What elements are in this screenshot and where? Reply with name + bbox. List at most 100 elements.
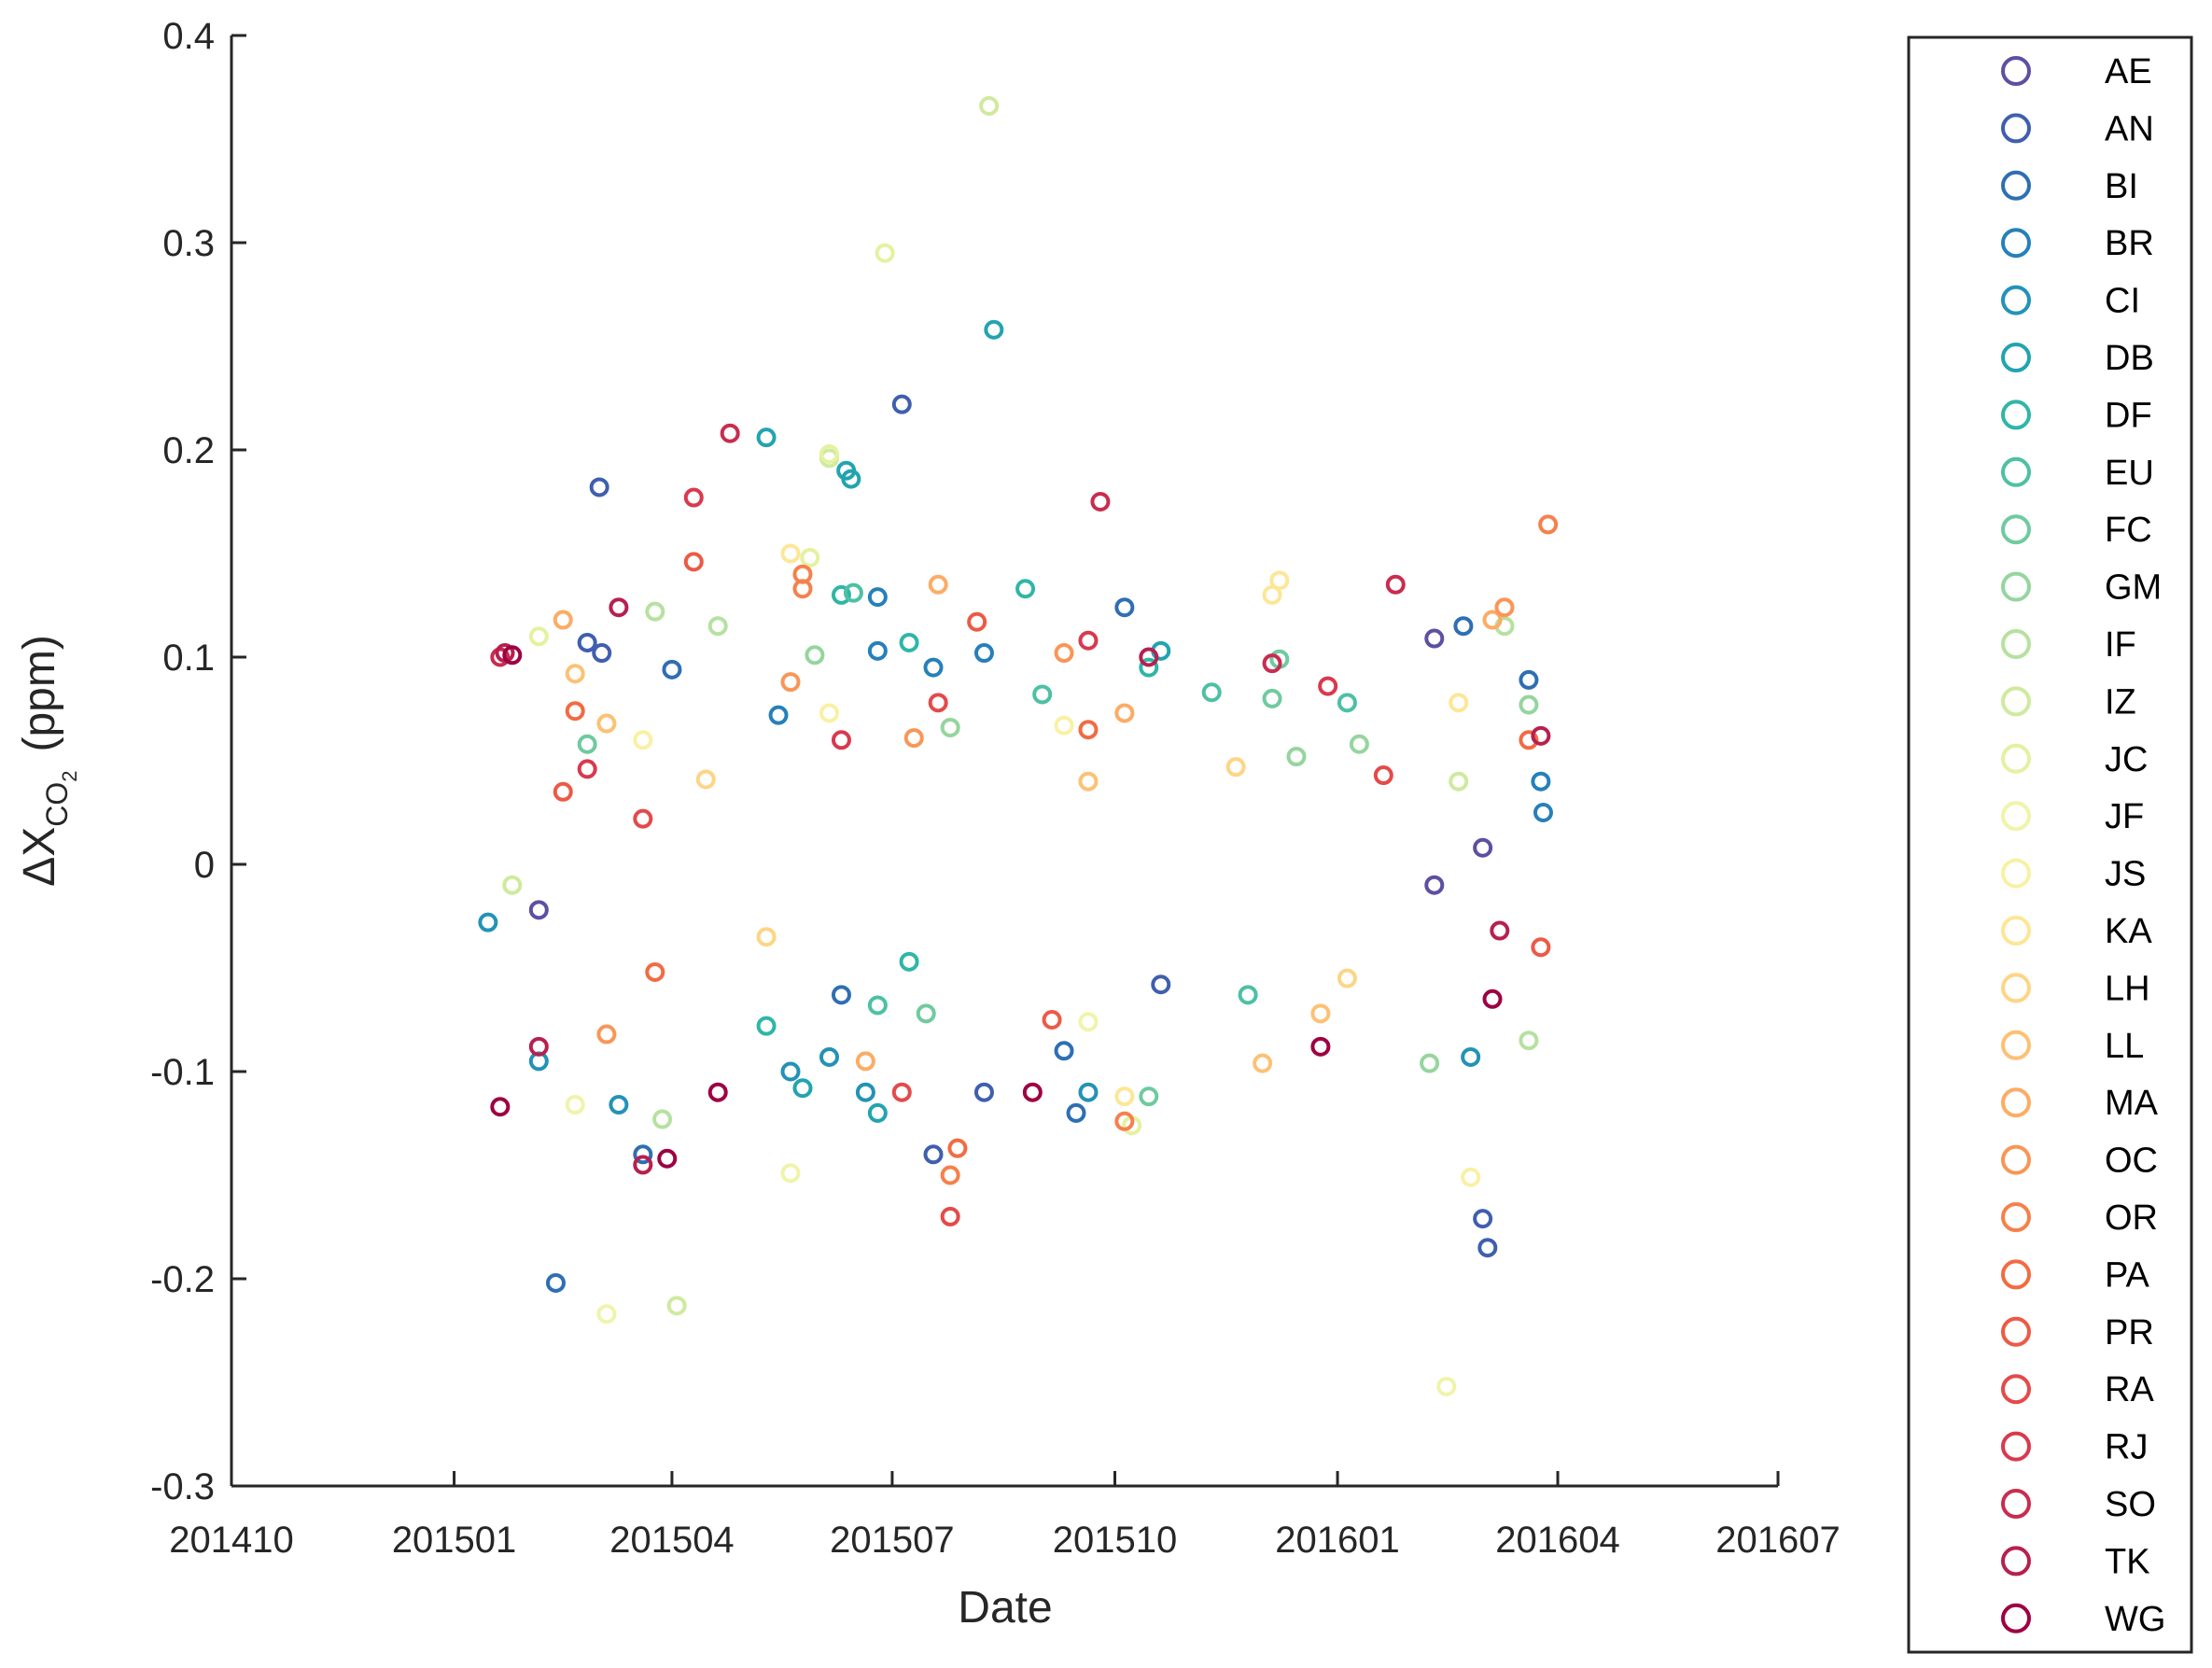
data-point-rj — [577, 759, 597, 779]
legend-item-ka: KA — [2001, 912, 2152, 951]
data-point-ci — [1461, 1046, 1481, 1067]
legend-label: BR — [2105, 224, 2154, 263]
data-point-bi — [1519, 669, 1539, 690]
data-point-so — [1385, 574, 1406, 595]
data-point-ka — [1114, 1086, 1135, 1107]
data-point-wg — [1022, 1082, 1043, 1102]
legend-box — [1907, 35, 2193, 1654]
data-point-eu — [1238, 985, 1258, 1005]
data-point-db — [841, 469, 861, 489]
legend-item-pa: PA — [2001, 1255, 2150, 1295]
data-point-oc — [1494, 597, 1515, 618]
x-axis-label: Date — [958, 1583, 1052, 1633]
data-point-gm — [1519, 694, 1539, 715]
legend-marker — [2001, 571, 2031, 602]
data-point-tk — [1531, 725, 1551, 746]
data-point-jc — [528, 626, 549, 647]
data-point-an — [1477, 1238, 1498, 1258]
data-point-if — [1519, 1030, 1539, 1051]
data-point-jf — [780, 1163, 801, 1184]
data-point-ll — [1078, 771, 1099, 792]
data-points — [478, 95, 1559, 1396]
y-tick-label: -0.2 — [150, 1259, 215, 1300]
plot-axes — [230, 35, 1778, 1488]
data-point-or — [940, 1165, 960, 1185]
legend-item-gm: GM — [2001, 568, 2162, 608]
data-point-eu — [1337, 693, 1357, 713]
data-point-lh — [756, 927, 777, 947]
data-point-so — [1262, 653, 1282, 674]
svg-text:ΔXCO2(ppm): ΔXCO2 (ppm) — [15, 635, 81, 887]
legend: AE AN BI BR CI DB DF EU FC GM IF IZ JC JF JS KA LH LL MA OC… — [1907, 35, 2193, 1654]
y-tick-label: -0.3 — [150, 1466, 215, 1507]
legend-label: FC — [2105, 511, 2152, 550]
legend-item-js: JS — [2001, 855, 2146, 894]
legend-marker — [2001, 973, 2031, 1003]
data-point-ka — [1449, 693, 1469, 713]
data-point-wg — [707, 1082, 728, 1102]
data-point-fc — [1262, 688, 1282, 708]
legend-item-rj: RJ — [2001, 1428, 2148, 1467]
data-point-ra — [633, 808, 653, 829]
legend-item-ll: LL — [2001, 1027, 2144, 1066]
data-point-br — [867, 640, 888, 661]
legend-item-iz: IZ — [2001, 682, 2136, 722]
data-point-tk — [1139, 647, 1159, 667]
x-tick-label: 201607 — [1715, 1520, 1840, 1561]
data-point-ci — [609, 1095, 629, 1115]
legend-item-df: DF — [2001, 396, 2152, 435]
legend-label: BI — [2105, 167, 2138, 206]
data-point-br — [973, 643, 994, 664]
data-point-ra — [1373, 765, 1393, 786]
legend-item-so: SO — [2001, 1485, 2156, 1524]
legend-label: JF — [2105, 797, 2144, 836]
legend-marker — [2001, 514, 2031, 545]
data-point-tk — [609, 597, 629, 618]
data-point-js — [633, 730, 653, 750]
data-point-tk — [528, 1036, 549, 1057]
legend-label: DB — [2105, 339, 2154, 378]
data-point-oc — [903, 728, 924, 749]
data-point-rj — [831, 730, 851, 750]
legend-item-lh: LH — [2001, 969, 2150, 1008]
y-axis-label-subsub: 2 — [58, 771, 81, 782]
data-point-pr — [1531, 937, 1551, 958]
data-point-pa — [1519, 730, 1539, 750]
legend-label: JC — [2105, 740, 2148, 779]
data-point-if — [645, 601, 665, 622]
legend-item-pr: PR — [2001, 1313, 2154, 1353]
y-axis-label-unit: (ppm) — [15, 635, 64, 751]
data-point-gm — [1349, 734, 1369, 754]
data-point-js — [819, 703, 839, 723]
legend-marker — [2001, 1259, 2031, 1290]
legend-label: MA — [2105, 1084, 2159, 1123]
data-point-bi — [662, 659, 682, 680]
data-point-ll — [596, 713, 617, 734]
data-point-or — [1538, 514, 1559, 535]
data-point-jf — [596, 1304, 617, 1325]
data-point-br — [867, 587, 888, 608]
legend-marker — [2001, 399, 2031, 430]
x-tick-label: 201501 — [392, 1520, 516, 1561]
data-point-ci — [855, 1082, 875, 1102]
legend-marker — [2001, 1030, 2031, 1060]
data-point-db — [792, 1078, 813, 1099]
legend-marker — [2001, 801, 2031, 832]
legend-marker — [2001, 343, 2031, 372]
data-point-df — [899, 951, 919, 972]
data-point-an — [592, 643, 612, 664]
legend-item-tk: TK — [2001, 1542, 2150, 1581]
data-point-an — [577, 632, 597, 652]
legend-item-ma: MA — [2001, 1084, 2159, 1123]
data-point-gm — [940, 717, 960, 737]
data-point-js — [1461, 1167, 1481, 1187]
data-point-gm — [805, 645, 825, 666]
data-point-wg — [1482, 988, 1503, 1009]
legend-label: AE — [2105, 52, 2152, 91]
data-point-or — [1114, 1111, 1135, 1131]
data-point-ra — [940, 1206, 960, 1226]
x-tick-label: 201601 — [1275, 1520, 1399, 1561]
legend-label: IZ — [2105, 682, 2136, 722]
legend-label: RA — [2105, 1370, 2154, 1409]
legend-marker — [2001, 1144, 2031, 1175]
